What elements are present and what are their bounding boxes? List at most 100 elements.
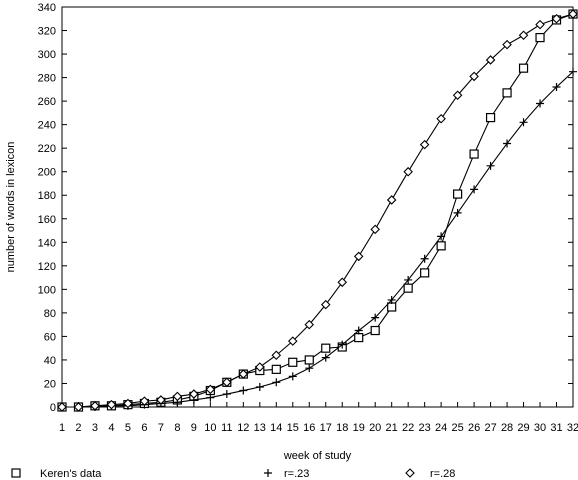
data-point-square: [518, 63, 529, 73]
x-tick-label: 1: [59, 422, 65, 434]
x-tick-label: 28: [501, 422, 513, 434]
data-point-square: [271, 364, 281, 374]
data-point-square: [535, 32, 545, 43]
data-point-plus: [470, 185, 479, 194]
data-point-diamond: [386, 195, 397, 205]
data-point-diamond: [419, 139, 430, 150]
data-point-square: [485, 112, 496, 123]
data-point-diamond: [73, 402, 84, 412]
data-point-plus: [519, 118, 528, 127]
x-tick-label: 11: [221, 422, 232, 434]
x-tick-label: 20: [369, 422, 381, 434]
x-tick-label: 30: [534, 422, 546, 434]
y-tick-label: 280: [38, 73, 56, 85]
data-point-diamond: [90, 401, 100, 411]
data-point-plus: [255, 383, 264, 391]
x-tick-label: 26: [468, 422, 480, 434]
series-plus: [58, 67, 577, 411]
data-point-plus: [387, 295, 396, 304]
x-tick-label: 9: [191, 422, 197, 434]
data-point-diamond: [238, 369, 249, 379]
plot-frame: [61, 6, 574, 408]
x-tick-label: 5: [125, 422, 131, 434]
data-point-square: [370, 325, 380, 336]
x-tick-label: 7: [158, 422, 164, 434]
x-tick-label: 8: [174, 422, 180, 434]
y-tick-label: 340: [38, 2, 56, 14]
data-point-diamond: [287, 336, 298, 346]
data-point-square: [288, 357, 298, 367]
y-tick-label: 200: [38, 167, 56, 179]
y-axis-title: number of words in lexicon: [5, 142, 17, 273]
x-tick-label: 15: [287, 422, 299, 434]
data-point-plus: [503, 139, 512, 148]
legend-item: r=.28: [405, 468, 455, 480]
data-point-plus: [239, 386, 248, 395]
data-point-diamond: [222, 377, 232, 388]
y-tick-label: 40: [44, 355, 56, 367]
data-point-diamond: [485, 55, 496, 65]
x-tick-label: 27: [484, 422, 496, 434]
x-tick-label: 3: [92, 422, 98, 434]
series-line: [62, 13, 574, 408]
x-tick-label: 32: [567, 422, 578, 434]
x-tick-label: 23: [419, 422, 431, 434]
x-tick-label: 19: [353, 422, 365, 434]
x-tick-label: 4: [108, 422, 114, 434]
data-point-plus: [552, 83, 561, 91]
y-tick-label: 100: [38, 284, 56, 296]
data-point-square: [403, 283, 413, 293]
data-point-diamond: [304, 319, 315, 330]
data-point-square: [321, 343, 331, 353]
data-point-plus: [569, 67, 577, 76]
data-point-square: [354, 332, 364, 343]
x-tick-label: 6: [141, 422, 147, 434]
data-point-plus: [272, 378, 281, 387]
y-tick-label: 260: [38, 96, 56, 108]
data-point-diamond: [139, 396, 150, 406]
data-point-diamond: [156, 395, 166, 405]
legend-label: r=.23: [284, 468, 309, 480]
data-point-plus: [536, 99, 545, 108]
data-point-diamond: [57, 402, 67, 412]
x-tick-label: 18: [336, 422, 348, 434]
data-point-diamond: [172, 391, 183, 402]
legend: Keren's data r=.23 r=.28: [11, 468, 455, 480]
data-point-square: [420, 268, 430, 278]
data-point-plus: [437, 232, 446, 241]
x-tick-label: 14: [270, 422, 282, 434]
x-tick-label: 10: [204, 422, 216, 434]
x-tick-label: 25: [451, 422, 463, 434]
data-point-diamond: [271, 350, 282, 361]
y-tick-label: 80: [44, 308, 56, 320]
data-point-square: [502, 88, 512, 98]
data-point-diamond: [189, 389, 199, 399]
data-point-square: [387, 302, 397, 312]
data-point-diamond: [535, 19, 545, 30]
y-tick-label: 300: [38, 49, 56, 61]
y-tick-label: 20: [44, 378, 56, 390]
y-tick-label: 220: [38, 143, 56, 155]
series-layer: [57, 9, 578, 412]
data-point-diamond: [551, 13, 562, 24]
x-tick-label: 12: [237, 422, 249, 434]
data-point-plus: [305, 364, 314, 373]
x-tick-label: 29: [517, 422, 529, 434]
data-point-square: [436, 241, 446, 251]
x-tick-label: 31: [550, 422, 562, 434]
data-point-diamond: [452, 90, 463, 101]
series-square: [57, 9, 578, 412]
data-point-plus: [453, 208, 462, 217]
data-point-plus: [486, 161, 495, 170]
data-point-diamond: [320, 299, 331, 310]
data-point-plus: [206, 393, 215, 402]
data-point-plus: [354, 326, 363, 335]
y-tick-label: 180: [38, 190, 56, 202]
y-tick-label: 240: [38, 120, 56, 132]
data-point-plus: [371, 313, 380, 322]
data-point-plus: [222, 390, 231, 399]
y-tick-label: 60: [44, 331, 56, 343]
legend-plus-marker: [264, 469, 272, 477]
data-point-diamond: [502, 39, 512, 50]
